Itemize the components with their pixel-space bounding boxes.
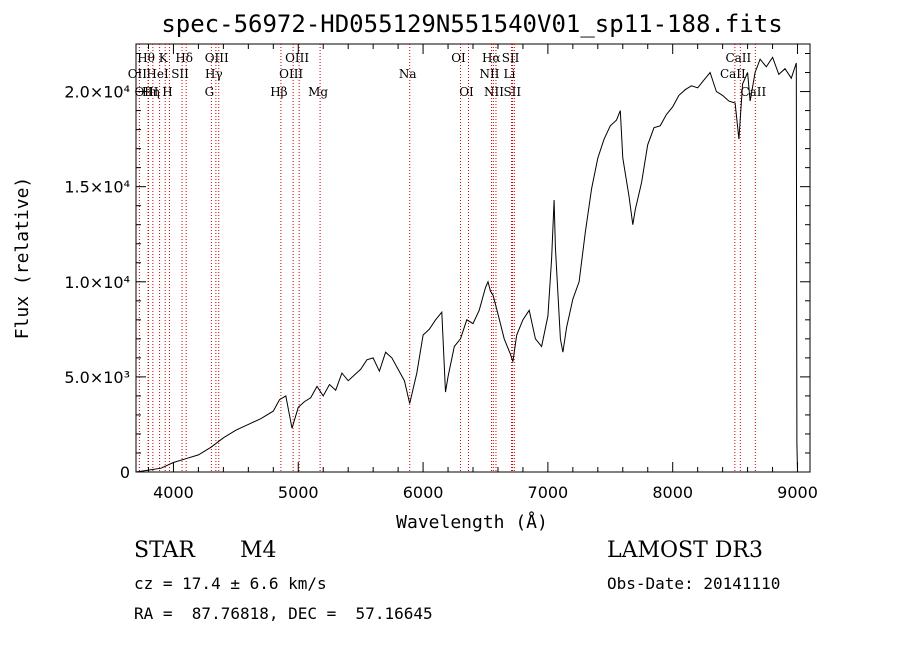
line-label: NII	[479, 67, 499, 81]
line-label: OIII	[279, 67, 303, 81]
line-label: Hδ	[175, 51, 193, 65]
y-tick-label: 1.5×10⁴	[64, 178, 130, 197]
line-label: SII	[171, 67, 189, 81]
y-tick-label: 5.0×10³	[64, 368, 130, 387]
line-label: Hθ	[137, 51, 155, 65]
line-label: NII	[484, 85, 504, 99]
coordinates: RA = 87.76818, DEC = 57.16645	[134, 604, 433, 623]
line-label: SII	[503, 85, 521, 99]
x-axis-label: Wavelength (Å)	[396, 511, 548, 533]
y-axis-label: Flux (relative)	[12, 177, 33, 340]
line-label: Mg	[308, 85, 328, 99]
line-label: OI	[451, 51, 466, 65]
redshift-cz: cz = 17.4 ± 6.6 km/s	[134, 574, 327, 593]
line-label: CaII	[725, 51, 751, 65]
emission-line-labels: Hθ OII OIII K HeI Hη H SII Hδ OIII Hγ G Hβ OIII OIII Mg…	[128, 51, 767, 99]
line-label: Na	[399, 67, 417, 81]
line-label: CaII	[740, 85, 766, 99]
x-tick-label: 6000	[403, 483, 444, 502]
spectrum-line	[135, 56, 798, 473]
y-axis-ticks: 0 5.0×10³ 1.0×10⁴ 1.5×10⁴ 2.0×10⁴	[64, 53, 810, 482]
line-label: HeI	[146, 67, 169, 81]
line-label: Hγ	[205, 67, 223, 81]
object-subclass: M4	[240, 538, 277, 563]
y-tick-label: 1.0×10⁴	[64, 273, 130, 292]
object-class: STAR	[134, 538, 195, 563]
x-tick-label: 4000	[153, 483, 194, 502]
line-label: K	[159, 51, 169, 65]
line-label: OIII	[285, 51, 309, 65]
y-tick-label: 0	[120, 463, 130, 482]
emission-line-markers	[138, 44, 756, 472]
line-label: OII	[128, 67, 148, 81]
survey-name: LAMOST DR3	[607, 538, 763, 563]
line-label: G	[205, 85, 215, 99]
x-tick-label: 7000	[528, 483, 569, 502]
x-tick-label: 5000	[278, 483, 319, 502]
line-label: SII	[502, 51, 520, 65]
line-label: Hβ	[270, 85, 287, 99]
x-axis-ticks: 4000 5000 6000 7000 8000 9000	[147, 44, 818, 502]
x-tick-label: 9000	[777, 483, 818, 502]
line-label: OIII	[134, 85, 158, 99]
y-tick-label: 2.0×10⁴	[64, 83, 130, 102]
line-label: Li	[504, 67, 516, 81]
line-label: H	[162, 85, 172, 99]
line-label: OI	[459, 85, 474, 99]
line-label: Hη	[142, 85, 160, 99]
x-tick-label: 8000	[652, 483, 693, 502]
line-label: OIII	[205, 51, 229, 65]
chart-title: spec-56972-HD055129N551540V01_sp11-188.f…	[161, 10, 782, 38]
plot-frame	[135, 43, 811, 473]
obs-date: Obs-Date: 20141110	[607, 574, 781, 593]
line-label: CaII	[720, 67, 746, 81]
line-label: Hα	[482, 51, 501, 65]
